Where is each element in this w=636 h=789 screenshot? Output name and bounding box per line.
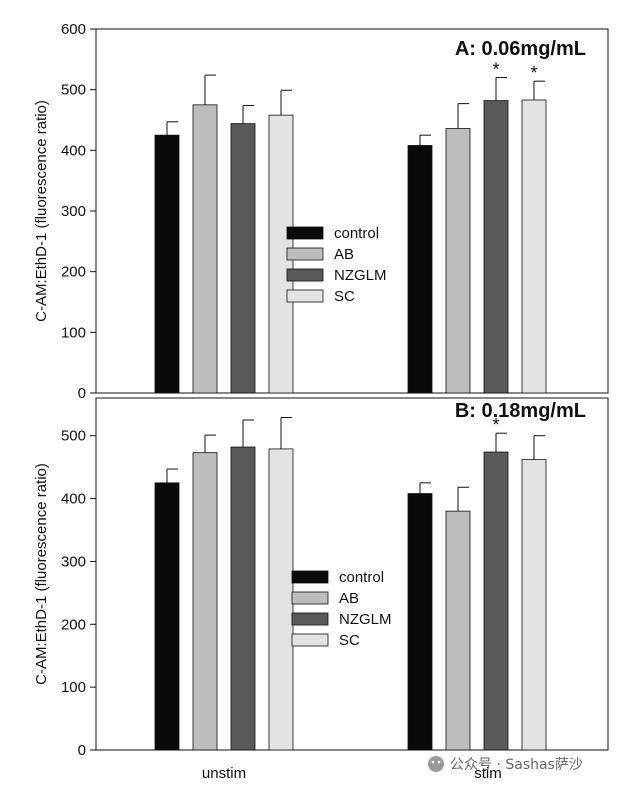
y-tick-label: 500	[61, 82, 86, 99]
watermark-text: 公众号 · Sashas萨沙	[450, 757, 583, 773]
bar	[154, 482, 180, 751]
y-tick-label: 600	[61, 21, 86, 38]
plot-frame	[95, 397, 609, 751]
watermark: 公众号 · Sashas萨沙	[428, 756, 583, 773]
legend-label: NZGLM	[339, 611, 392, 628]
legend-swatch	[286, 247, 324, 261]
panel-title: A: 0.06mg/mL	[455, 38, 586, 60]
x-category-label-unstim: unstim	[202, 765, 246, 782]
legend: control AB NZGLM SC	[291, 569, 392, 649]
legend-label: control	[339, 569, 384, 586]
legend-label: AB	[334, 246, 354, 263]
chart-panel-a: 0 100 200 300 400 500 600 C-AM:EthD-1 (fluoresc…	[33, 21, 609, 402]
y-tick-label: 300	[61, 203, 86, 220]
legend-swatch	[291, 570, 329, 584]
wechat-icon-eye	[437, 760, 441, 764]
bar	[192, 452, 218, 751]
legend-label: SC	[334, 288, 355, 305]
legend-swatch	[291, 612, 329, 626]
y-axis-label: C-AM:EthD-1 (fluorescence ratio)	[33, 100, 50, 322]
y-tick-label: 400	[61, 142, 86, 159]
y-tick-label: 500	[61, 428, 86, 445]
y-tick-label: 300	[61, 553, 86, 570]
significance-marker: *	[492, 60, 499, 80]
y-tick-label: 0	[78, 742, 86, 759]
legend-label: SC	[339, 632, 360, 649]
y-tick-label: 0	[78, 385, 86, 402]
legend-swatch	[286, 289, 324, 303]
x-category-label-stim: stim	[474, 765, 502, 782]
wechat-icon-eye	[431, 760, 435, 764]
significance-marker: *	[492, 415, 499, 435]
bar	[407, 145, 433, 394]
y-tick-label: 200	[61, 616, 86, 633]
legend: control AB NZGLM SC	[286, 225, 387, 305]
legend-label: control	[334, 225, 379, 242]
bar	[521, 459, 547, 751]
legend-swatch	[286, 226, 324, 240]
bar	[445, 510, 471, 751]
bar	[154, 134, 180, 394]
bar	[483, 100, 509, 394]
y-tick-label: 100	[61, 679, 86, 696]
bar	[192, 104, 218, 394]
legend-swatch	[286, 268, 324, 282]
bar	[483, 451, 509, 751]
legend-label: NZGLM	[334, 267, 387, 284]
wechat-icon	[428, 756, 444, 772]
legend-swatch	[291, 591, 329, 605]
y-tick-label: 400	[61, 491, 86, 508]
significance-marker: *	[530, 63, 537, 83]
y-axis-label: C-AM:EthD-1 (fluorescence ratio)	[33, 463, 50, 685]
bar	[230, 123, 256, 394]
bar	[268, 448, 294, 751]
bar	[521, 99, 547, 394]
legend-swatch	[291, 633, 329, 647]
bar	[407, 493, 433, 751]
chart-panel-b: 0 100 200 300 400 500 C-AM:EthD-1 (fluorescenc…	[33, 397, 609, 759]
panel-title: B: 0.18mg/mL	[455, 400, 586, 422]
y-tick-label: 100	[61, 324, 86, 341]
y-tick-label: 200	[61, 264, 86, 281]
bar	[445, 128, 471, 394]
legend-label: AB	[339, 590, 359, 607]
bar	[230, 446, 256, 751]
